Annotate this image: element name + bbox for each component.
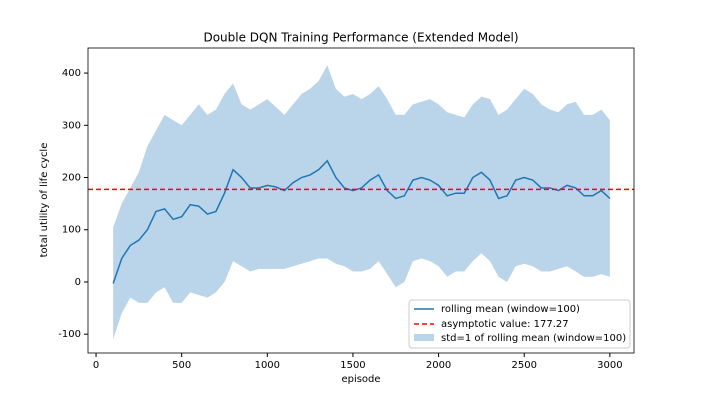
y-tick-label: 400 xyxy=(62,68,81,79)
x-tick-label: 2500 xyxy=(511,360,536,371)
x-tick-label: 2000 xyxy=(426,360,451,371)
x-tick-label: 500 xyxy=(172,360,191,371)
legend-swatch xyxy=(414,334,434,341)
y-axis-label: total utility of life cycle xyxy=(39,143,50,258)
x-tick-label: 1000 xyxy=(255,360,280,371)
x-axis-label: episode xyxy=(341,374,380,385)
y-tick-label: 0 xyxy=(75,277,81,288)
y-tick-label: 200 xyxy=(62,173,81,184)
plot-frame xyxy=(87,47,635,354)
y-tick-label: -100 xyxy=(58,329,81,340)
legend-label: rolling mean (window=100) xyxy=(441,304,580,315)
line xyxy=(112,159,611,284)
x-tick-label: 3000 xyxy=(597,360,622,371)
chart-title: Double DQN Training Performance (Extende… xyxy=(203,31,518,45)
y-tick-label: 300 xyxy=(62,120,81,131)
x-tick-label: 0 xyxy=(93,360,99,371)
legend-box xyxy=(408,299,631,349)
y-tick-label: 100 xyxy=(62,225,81,236)
std-band xyxy=(113,65,610,340)
x-tick-label: 1500 xyxy=(340,360,365,371)
legend-label: asymptotic value: 177.27 xyxy=(441,319,569,330)
legend-label: std=1 of rolling mean (window=100) xyxy=(441,333,626,344)
